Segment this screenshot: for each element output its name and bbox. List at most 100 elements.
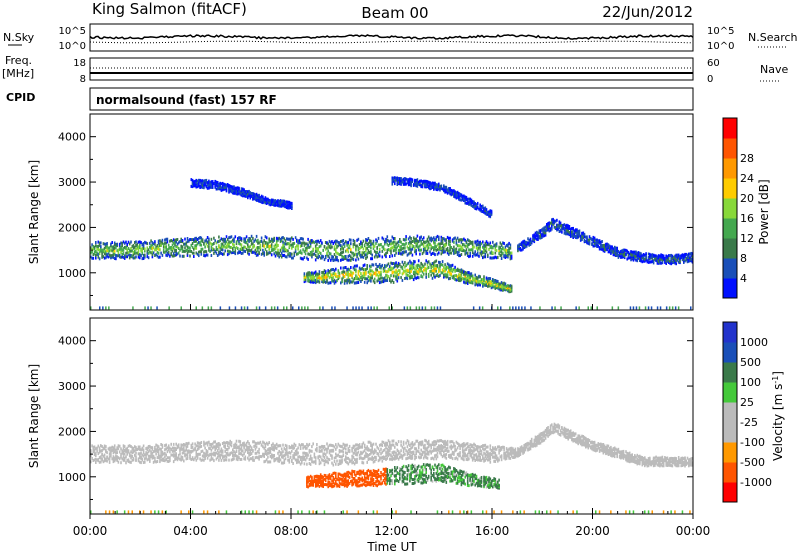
power-cell: [612, 249, 615, 253]
power-cell: [484, 283, 487, 287]
power-cell: [407, 178, 410, 182]
power-cell: [417, 267, 420, 271]
power-cell: [427, 272, 430, 276]
power-cell: [503, 248, 505, 252]
power-cell: [230, 246, 233, 249]
power-cell: [280, 246, 283, 250]
power-cell: [188, 239, 190, 243]
power-cell: [415, 252, 417, 256]
velocity-cell: [139, 456, 141, 459]
power-cell: [195, 244, 198, 247]
velocity-cell: [98, 460, 101, 464]
power-cell: [459, 248, 461, 252]
velocity-cell: [277, 444, 279, 448]
power-cell: [450, 266, 453, 270]
power-cell: [308, 240, 311, 244]
power-cell: [421, 242, 424, 246]
velocity-cell: [427, 445, 430, 449]
power-cell: [595, 238, 597, 242]
power-cell: [444, 243, 446, 246]
power-cell: [686, 259, 689, 263]
velocity-cell: [111, 457, 113, 461]
power-cell: [288, 237, 291, 241]
power-cell: [335, 272, 337, 276]
power-cell: [328, 281, 331, 285]
velocity-cell: [103, 459, 106, 463]
power-cell: [415, 268, 417, 272]
velocity-cell: [309, 462, 312, 466]
power-cell: [439, 261, 441, 264]
power-cell: [196, 238, 199, 241]
power-cell: [175, 245, 177, 249]
power-cell: [440, 235, 443, 239]
nsky-panel: [89, 23, 694, 52]
velocity-cell: [362, 450, 365, 454]
power-cell: [135, 244, 137, 247]
power-cell: [238, 189, 240, 193]
power-cell: [426, 180, 429, 184]
power-cell: [578, 306, 580, 310]
power-cell: [257, 248, 259, 252]
power-cell: [448, 189, 450, 193]
power-cell: [667, 254, 670, 258]
power-cell: [201, 306, 204, 310]
power-cell: [328, 270, 331, 273]
power-cell: [412, 245, 415, 249]
power-cell: [375, 253, 377, 257]
power-cell: [439, 268, 441, 272]
power-cell: [259, 246, 262, 250]
power-cell: [444, 188, 446, 191]
power-cell: [226, 253, 229, 257]
velocity-cell: [434, 440, 436, 444]
velocity-cell: [160, 448, 162, 451]
power-cell: [394, 176, 396, 180]
power-cell: [105, 306, 107, 310]
nsky-line: [89, 34, 694, 40]
power-cell: [316, 274, 318, 278]
velocity-cell: [270, 453, 273, 457]
power-cell: [338, 253, 341, 257]
power-cell: [430, 269, 432, 273]
velocity-cell: [292, 444, 294, 448]
power-cell: [324, 274, 327, 278]
power-cell: [479, 245, 481, 249]
velocity-cell: [298, 460, 301, 464]
velocity-cell: [110, 449, 112, 453]
power-cell: [411, 247, 414, 251]
power-cell: [479, 251, 481, 255]
power-cell: [196, 252, 199, 256]
power-cell: [553, 219, 556, 223]
power-cell: [269, 239, 272, 243]
power-cell: [615, 246, 617, 250]
power-cell: [480, 278, 483, 282]
power-cell: [498, 252, 500, 256]
power-cell: [404, 261, 406, 265]
power-cell: [391, 262, 394, 266]
power-cell: [233, 251, 235, 254]
velocity-cell: [110, 451, 112, 455]
power-cell: [289, 205, 292, 208]
power-cell: [254, 197, 257, 201]
velocity-cell: [190, 443, 193, 447]
velocity-cell: [188, 449, 190, 453]
velocity-cell: [331, 456, 333, 460]
velocity-cell: [302, 446, 304, 450]
power-cell: [319, 239, 322, 243]
velocity-cell: [100, 444, 102, 448]
power-cell: [259, 240, 262, 244]
power-cell: [455, 193, 458, 196]
power-cell: [465, 251, 468, 255]
velocity-cell: [331, 444, 333, 447]
velocity-cell: [422, 444, 425, 448]
power-cell: [140, 254, 142, 257]
power-cell: [135, 240, 137, 244]
power-cell: [204, 181, 206, 185]
power-cell: [321, 280, 323, 283]
power-cell: [252, 192, 254, 195]
velocity-cell: [166, 456, 169, 460]
power-cell: [248, 237, 250, 240]
power-cell: [490, 256, 493, 260]
power-cell: [448, 187, 450, 191]
power-cell: [443, 273, 445, 277]
velocity-cell: [169, 450, 171, 454]
